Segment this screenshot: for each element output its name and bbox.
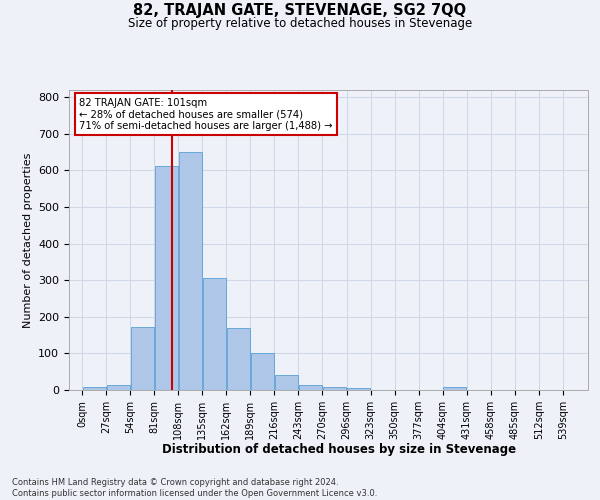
Text: Distribution of detached houses by size in Stevenage: Distribution of detached houses by size … xyxy=(162,442,516,456)
Text: Size of property relative to detached houses in Stevenage: Size of property relative to detached ho… xyxy=(128,18,472,30)
Bar xyxy=(179,152,202,390)
Bar xyxy=(131,327,154,390)
Bar xyxy=(347,388,370,390)
Y-axis label: Number of detached properties: Number of detached properties xyxy=(23,152,32,328)
Bar xyxy=(155,166,178,390)
Bar xyxy=(275,374,298,390)
Bar xyxy=(227,328,250,390)
Text: 82 TRAJAN GATE: 101sqm
← 28% of detached houses are smaller (574)
71% of semi-de: 82 TRAJAN GATE: 101sqm ← 28% of detached… xyxy=(79,98,333,130)
Bar xyxy=(83,387,106,390)
Bar xyxy=(203,278,226,390)
Bar xyxy=(443,387,466,390)
Bar xyxy=(107,384,130,390)
Bar xyxy=(323,388,346,390)
Text: Contains HM Land Registry data © Crown copyright and database right 2024.
Contai: Contains HM Land Registry data © Crown c… xyxy=(12,478,377,498)
Bar xyxy=(299,384,322,390)
Text: 82, TRAJAN GATE, STEVENAGE, SG2 7QQ: 82, TRAJAN GATE, STEVENAGE, SG2 7QQ xyxy=(133,2,467,18)
Bar xyxy=(251,354,274,390)
